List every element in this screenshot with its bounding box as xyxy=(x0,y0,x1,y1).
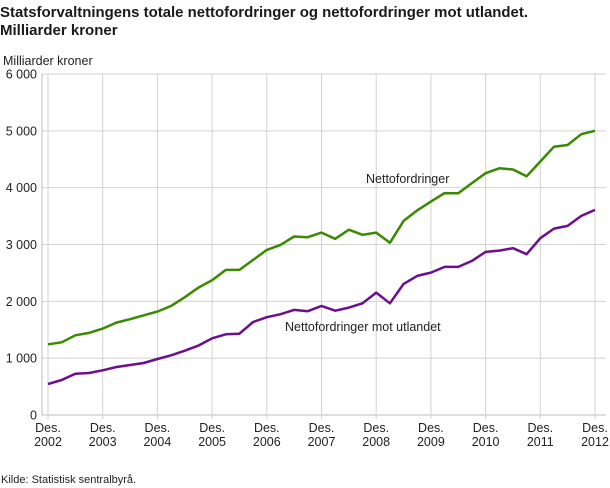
series-line-nettofordringer xyxy=(47,129,596,346)
x-tick-label-year: 2004 xyxy=(143,435,171,449)
x-axis: Des.2002Des.2003Des.2004Des.2005Des.2006… xyxy=(34,421,609,449)
x-tick-label-month: Des. xyxy=(527,421,553,435)
y-tick-label: 3 000 xyxy=(6,238,37,252)
x-tick-label-year: 2011 xyxy=(527,435,554,449)
x-tick-label-month: Des. xyxy=(418,421,444,435)
x-tick-label-month: Des. xyxy=(254,421,280,435)
x-tick-label-month: Des. xyxy=(90,421,116,435)
x-tick-label-month: Des. xyxy=(35,421,61,435)
x-tick-label-year: 2008 xyxy=(362,435,390,449)
x-tick-label-year: 2009 xyxy=(417,435,445,449)
x-tick-label-year: 2007 xyxy=(308,435,336,449)
y-tick-label: 0 xyxy=(30,409,37,423)
source-note: Kilde: Statistisk sentralbyrå. xyxy=(1,474,136,486)
x-tick-label-month: Des. xyxy=(473,421,499,435)
chart-title-line2: Milliarder kroner xyxy=(0,22,118,39)
x-tick-label-month: Des. xyxy=(309,421,335,435)
y-tick-label: 2 000 xyxy=(6,295,37,309)
x-tick-label-year: 2010 xyxy=(472,435,500,449)
x-tick-label-month: Des. xyxy=(199,421,225,435)
chart-title-line1: Statsforvaltningens totale nettofordring… xyxy=(0,4,528,21)
x-tick-label-month: Des. xyxy=(145,421,171,435)
y-tick-label: 4 000 xyxy=(6,181,37,195)
x-tick-label-year: 2012 xyxy=(581,435,609,449)
series-label-nettofordringer: Nettofordringer xyxy=(366,172,449,186)
grid xyxy=(41,73,606,419)
y-tick-label: 5 000 xyxy=(6,124,37,138)
y-tick-label: 1 000 xyxy=(6,352,37,366)
y-tick-label: 6 000 xyxy=(6,68,37,82)
x-tick-label-month: Des. xyxy=(363,421,389,435)
y-axis: 0 1 000 2 000 3 000 4 000 5 000 6 000 xyxy=(6,68,37,423)
series-line-nettofordringer-mot-utlandet xyxy=(47,208,596,386)
x-tick-label-year: 2002 xyxy=(34,435,62,449)
y-axis-label: Milliarder kroner xyxy=(3,54,93,68)
series-label-nettofordringer-mot-utlandet: Nettofordringer mot utlandet xyxy=(285,320,441,334)
x-tick-label-month: Des. xyxy=(582,421,608,435)
series-lines xyxy=(47,129,596,386)
x-tick-label-year: 2003 xyxy=(89,435,117,449)
x-tick-label-year: 2006 xyxy=(253,435,281,449)
x-tick-label-year: 2005 xyxy=(198,435,226,449)
